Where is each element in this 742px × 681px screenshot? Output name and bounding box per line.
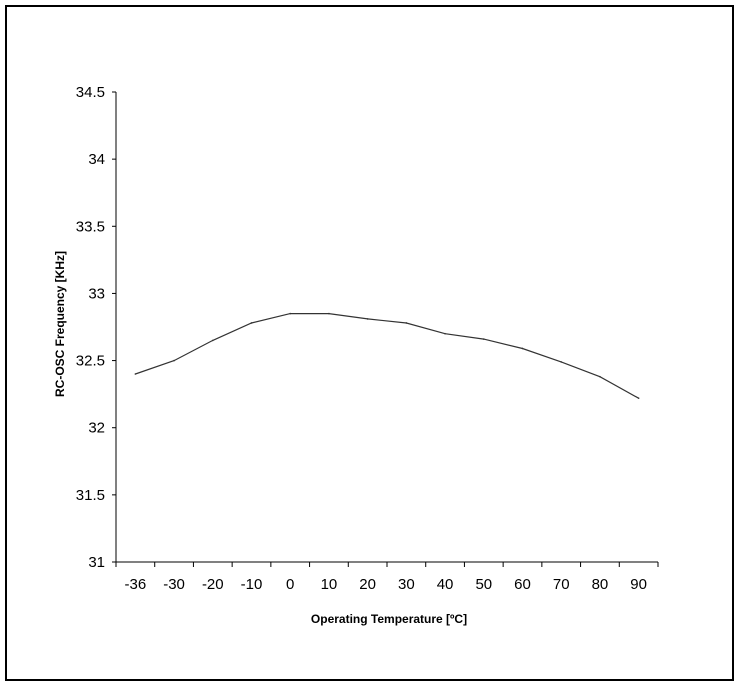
x-tick-label: 40 bbox=[437, 576, 454, 593]
x-tick-label: -36 bbox=[125, 576, 147, 593]
x-tick-label: 0 bbox=[286, 576, 294, 593]
data-point bbox=[521, 347, 524, 350]
data-point bbox=[560, 361, 563, 363]
x-tick-label: 50 bbox=[475, 576, 492, 593]
x-tick-label: -10 bbox=[241, 576, 263, 593]
y-tick-labels: 31 31.5 32 32.5 33 33.5 34 34.5 bbox=[76, 84, 105, 571]
x-tick-label: 60 bbox=[514, 576, 531, 593]
x-tick-label: 10 bbox=[321, 576, 338, 593]
y-tick-label: 31 bbox=[88, 554, 105, 571]
series-layer bbox=[134, 312, 640, 399]
data-point bbox=[405, 322, 408, 324]
x-tick-label: 30 bbox=[398, 576, 415, 593]
y-tick-label: 34.5 bbox=[76, 84, 105, 101]
y-axis-title: RC-OSC Frequency [KHz] bbox=[53, 251, 67, 397]
chart-axes bbox=[112, 91, 659, 567]
x-tick-label: -30 bbox=[163, 576, 185, 593]
data-point bbox=[173, 359, 175, 362]
y-tick-label: 32.5 bbox=[76, 353, 105, 370]
y-tick-label: 32 bbox=[88, 420, 105, 437]
x-tick-label: 20 bbox=[359, 576, 376, 593]
x-axis-title: Operating Temperature [ºC] bbox=[311, 612, 467, 626]
data-point bbox=[250, 322, 253, 324]
x-tick-label: 90 bbox=[630, 576, 647, 593]
y-tick-label: 31.5 bbox=[76, 487, 105, 504]
data-point bbox=[211, 339, 214, 342]
data-point bbox=[366, 318, 369, 320]
data-point bbox=[289, 312, 292, 315]
y-tick-label: 33 bbox=[88, 285, 105, 302]
chart-frame bbox=[5, 5, 734, 681]
x-tick-label: 80 bbox=[592, 576, 609, 593]
data-point bbox=[444, 332, 446, 335]
data-point bbox=[328, 312, 330, 315]
series-line bbox=[135, 313, 639, 399]
data-point bbox=[482, 338, 485, 340]
x-tick-label: -20 bbox=[202, 576, 224, 593]
x-tick-labels: -36 -30 -20 -10 0 10 20 30 40 50 60 70 80 90 bbox=[125, 576, 647, 593]
x-tick-label: 70 bbox=[553, 576, 570, 593]
data-point bbox=[599, 375, 601, 378]
y-tick-label: 33.5 bbox=[76, 218, 105, 235]
y-tick-label: 34 bbox=[88, 151, 105, 168]
data-point bbox=[134, 373, 137, 375]
data-point bbox=[637, 397, 640, 399]
